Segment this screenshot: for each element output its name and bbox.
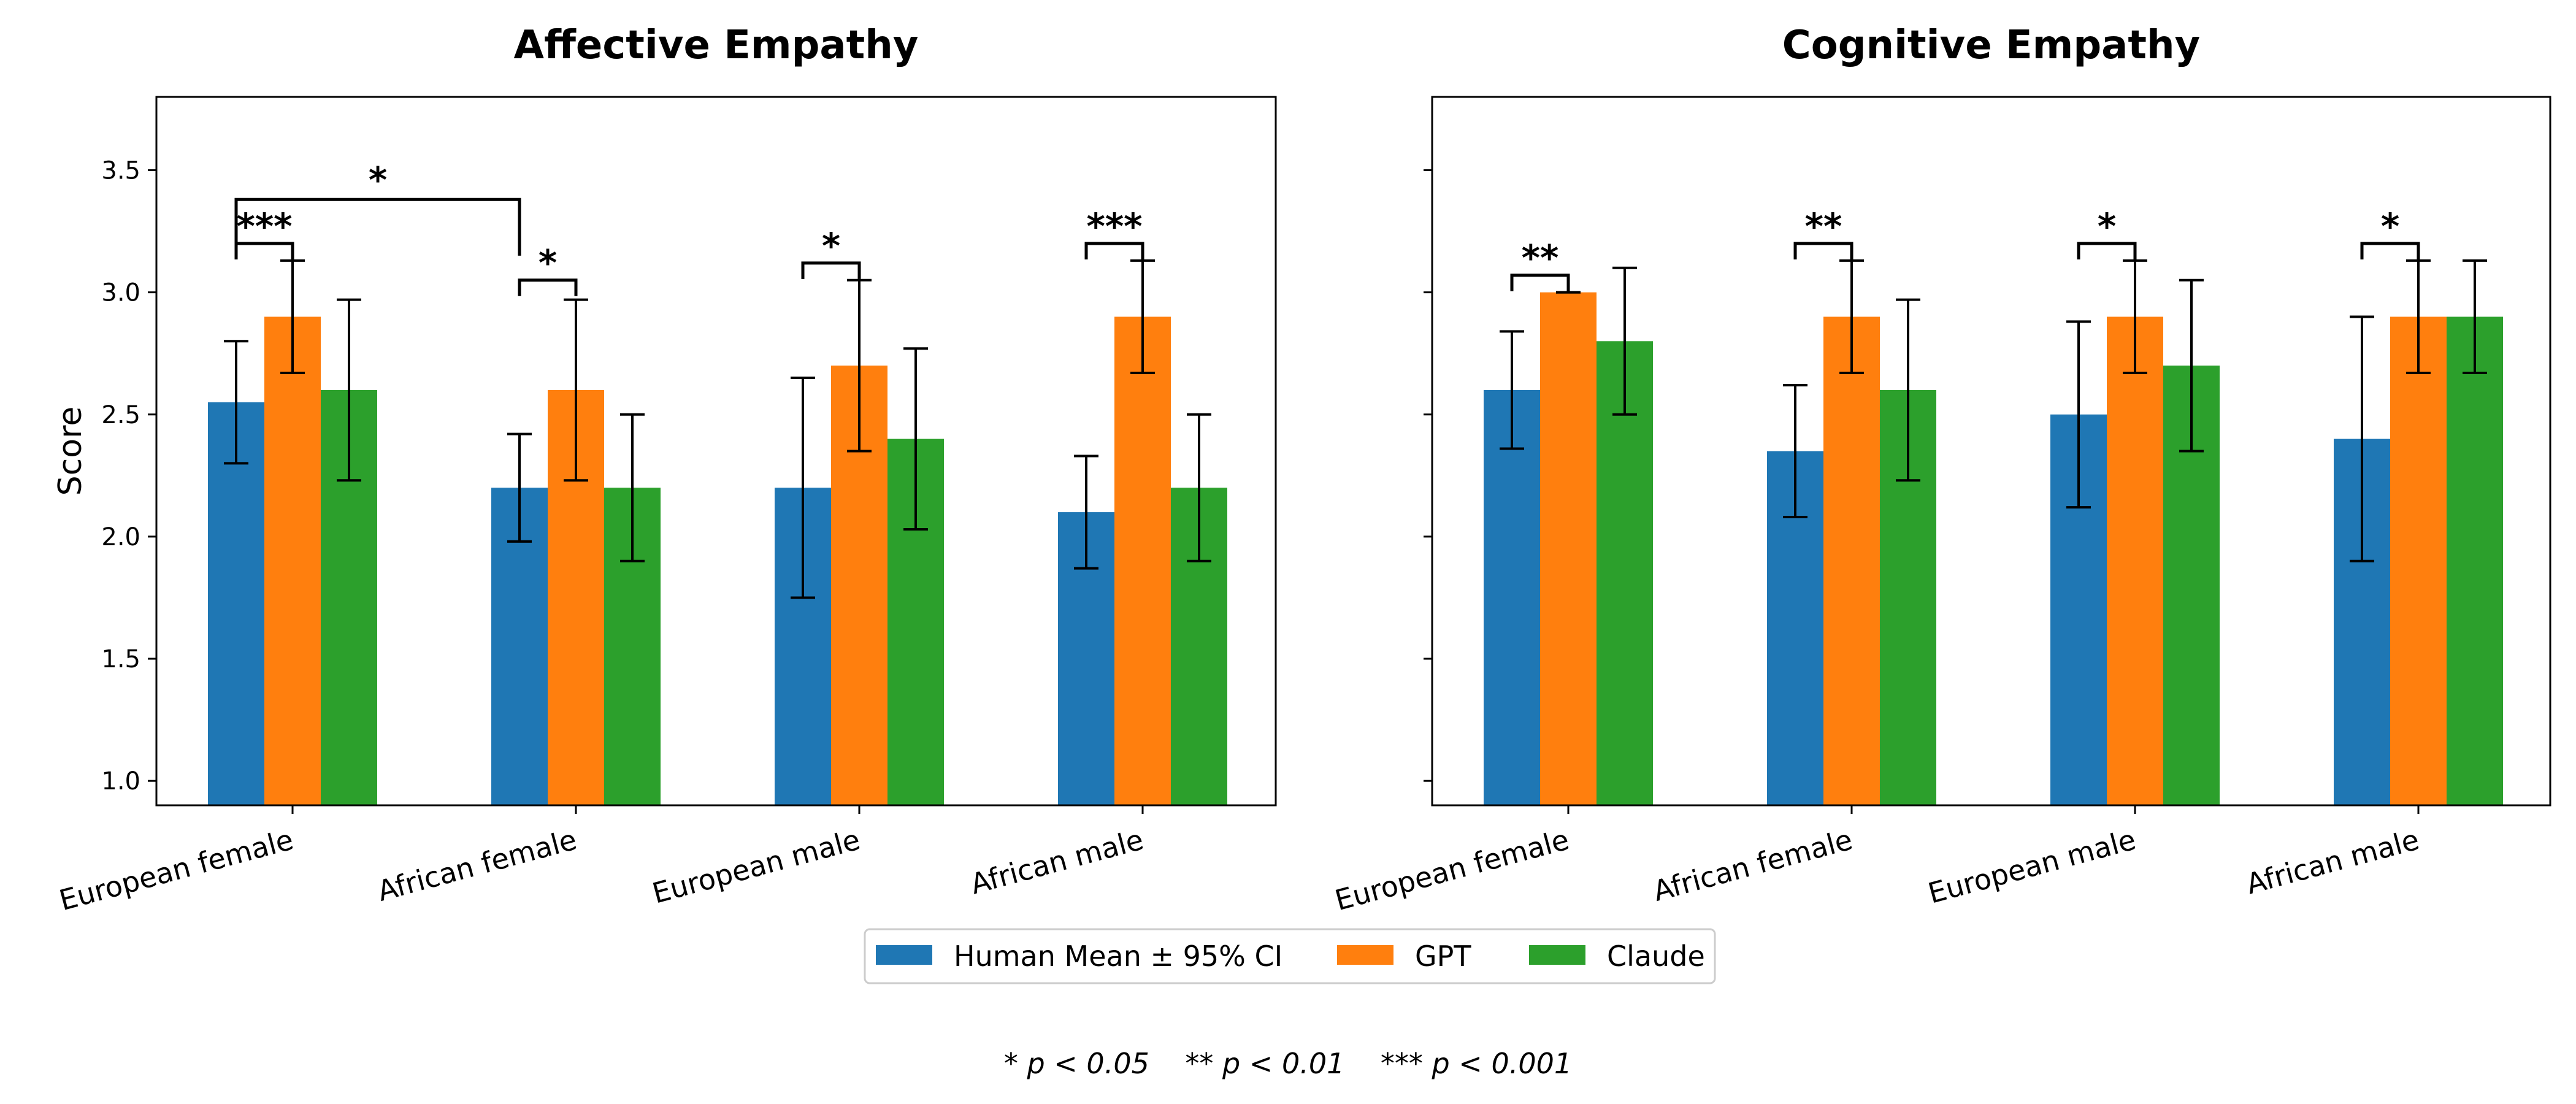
- bracket-line: [1510, 274, 1570, 291]
- y-tick-label: 2.5: [101, 401, 140, 429]
- significance-label: ***: [1087, 205, 1143, 247]
- significance-bracket: *: [2077, 205, 2137, 259]
- error-bar: [2463, 259, 2487, 375]
- legend-frame: [864, 928, 1716, 984]
- significance-label: **: [1805, 205, 1842, 247]
- error-bar: [1187, 413, 1211, 562]
- bracket-line: [2360, 242, 2420, 259]
- error-bar: [2066, 320, 2091, 509]
- chart-title: Cognitive Empathy: [1782, 23, 2200, 68]
- legend-swatch-human: [876, 945, 932, 965]
- error-bar: [1130, 259, 1155, 375]
- bar: [264, 316, 321, 805]
- legend-swatch-claude: [1529, 945, 1585, 965]
- bracket-line: [801, 261, 861, 279]
- bar: [1484, 389, 1540, 805]
- significance-label: *: [2381, 205, 2399, 247]
- chart-panel-1: Affective Empathy Score 1.0 1.5 2.0 2.5 3.0 3.5…: [52, 23, 1277, 917]
- legend-label-gpt: GPT: [1415, 940, 1471, 973]
- x-tick-label: African female: [1650, 822, 1856, 907]
- plot-frame: [155, 96, 1277, 807]
- bracket-line: [1084, 242, 1144, 259]
- error-bar: [791, 377, 815, 599]
- error-bar: [337, 298, 361, 482]
- x-tick-label: European female: [1332, 822, 1573, 917]
- chart-title: Affective Empathy: [514, 23, 919, 68]
- error-bar: [620, 413, 645, 562]
- legend-label-human: Human Mean ± 95% CI: [954, 940, 1282, 973]
- x-tick-label: African female: [374, 822, 580, 907]
- y-tick-label: 1.0: [101, 767, 140, 795]
- legend-label-claude: Claude: [1607, 940, 1705, 973]
- error-bar: [1896, 298, 1920, 482]
- x-tick-label: African male: [2243, 822, 2423, 900]
- y-tick-label: 2.0: [101, 523, 140, 551]
- significance-bracket: *: [2360, 205, 2420, 259]
- significance-label: *: [822, 225, 840, 267]
- x-tick-label: European female: [56, 822, 297, 917]
- error-bar: [1612, 266, 1637, 416]
- error-bar: [1783, 383, 1807, 519]
- y-tick-label: 3.5: [101, 156, 140, 185]
- significance-label: ***: [237, 205, 293, 247]
- significance-footnote: * p < 0.05 ** p < 0.01 *** p < 0.001: [1004, 1047, 1572, 1080]
- significance-label: *: [2098, 205, 2116, 247]
- x-tick-label: European male: [1925, 822, 2139, 910]
- bracket-line: [1793, 242, 1853, 259]
- significance-bracket: *: [801, 225, 861, 279]
- y-tick-label: 1.5: [101, 645, 140, 673]
- bar: [1540, 292, 1597, 805]
- bar: [2390, 316, 2447, 805]
- x-tick-label: European male: [649, 822, 864, 910]
- significance-bracket: *: [234, 159, 521, 256]
- error-bar: [2350, 315, 2374, 562]
- significance-bracket: ***: [234, 205, 294, 259]
- error-bar: [2406, 259, 2431, 375]
- bar: [1597, 341, 1653, 805]
- error-bar: [1500, 330, 1524, 450]
- bar: [2447, 316, 2503, 805]
- error-bar: [507, 432, 532, 543]
- error-bar: [2179, 278, 2204, 453]
- bracket-line: [518, 278, 578, 296]
- significance-label: *: [369, 159, 387, 201]
- legend: Human Mean ± 95% CI GPT Claude: [864, 928, 1716, 984]
- error-bar: [224, 340, 248, 465]
- significance-bracket: *: [518, 242, 578, 296]
- bracket-line: [2077, 242, 2137, 259]
- error-bar: [847, 278, 872, 453]
- error-bar: [1074, 454, 1098, 570]
- chart-panels: Affective Empathy Score 1.0 1.5 2.0 2.5 3.0 3.5…: [52, 23, 2551, 917]
- bar: [2107, 316, 2163, 805]
- bar: [208, 402, 264, 805]
- plot-frame: [1431, 96, 2551, 807]
- significance-label: *: [539, 242, 557, 284]
- x-tick-label: African male: [967, 822, 1147, 900]
- significance-bracket: ***: [1084, 205, 1144, 259]
- y-tick-label: 3.0: [101, 279, 140, 307]
- chart-panel-2: Cognitive Empathy**** * *European female Af…: [1332, 23, 2551, 917]
- error-bar: [2123, 259, 2147, 375]
- error-bar: [903, 347, 928, 531]
- significance-bracket: **: [1510, 237, 1570, 291]
- bar: [1114, 316, 1171, 805]
- y-axis-label: Score: [52, 407, 89, 496]
- error-bar: [564, 298, 588, 482]
- bracket-line: [234, 197, 521, 256]
- error-bar: [280, 259, 305, 375]
- error-bar: [1839, 259, 1864, 375]
- significance-bracket: **: [1793, 205, 1853, 259]
- bar: [1823, 316, 1880, 805]
- significance-label: **: [1522, 237, 1559, 279]
- legend-swatch-gpt: [1337, 945, 1393, 965]
